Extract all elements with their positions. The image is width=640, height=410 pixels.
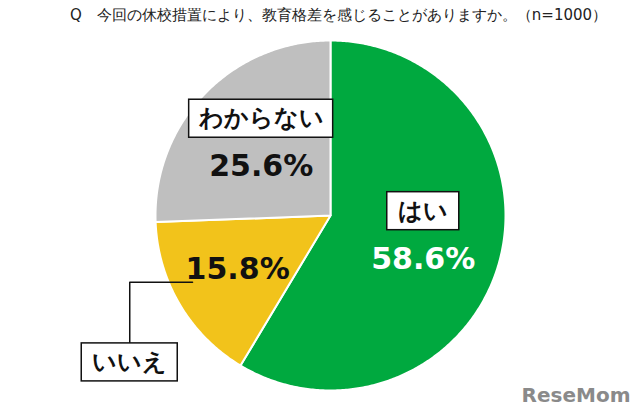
svg-text:いいえ: いいえ	[92, 348, 167, 376]
svg-text:わからない: わからない	[198, 104, 324, 132]
svg-text:はい: はい	[398, 197, 448, 225]
svg-text:25.6%: 25.6%	[209, 148, 313, 183]
html-text:Q 今回の休校措置により、教育格差を感じることがありますか。: Q 今回の休校措置により、教育格差を感じることがありますか。（n=1000）	[70, 6, 608, 24]
svg-text:ReseMom: ReseMom	[522, 383, 631, 407]
svg-text:58.6%: 58.6%	[371, 241, 475, 276]
svg-text:15.8%: 15.8%	[186, 251, 290, 286]
